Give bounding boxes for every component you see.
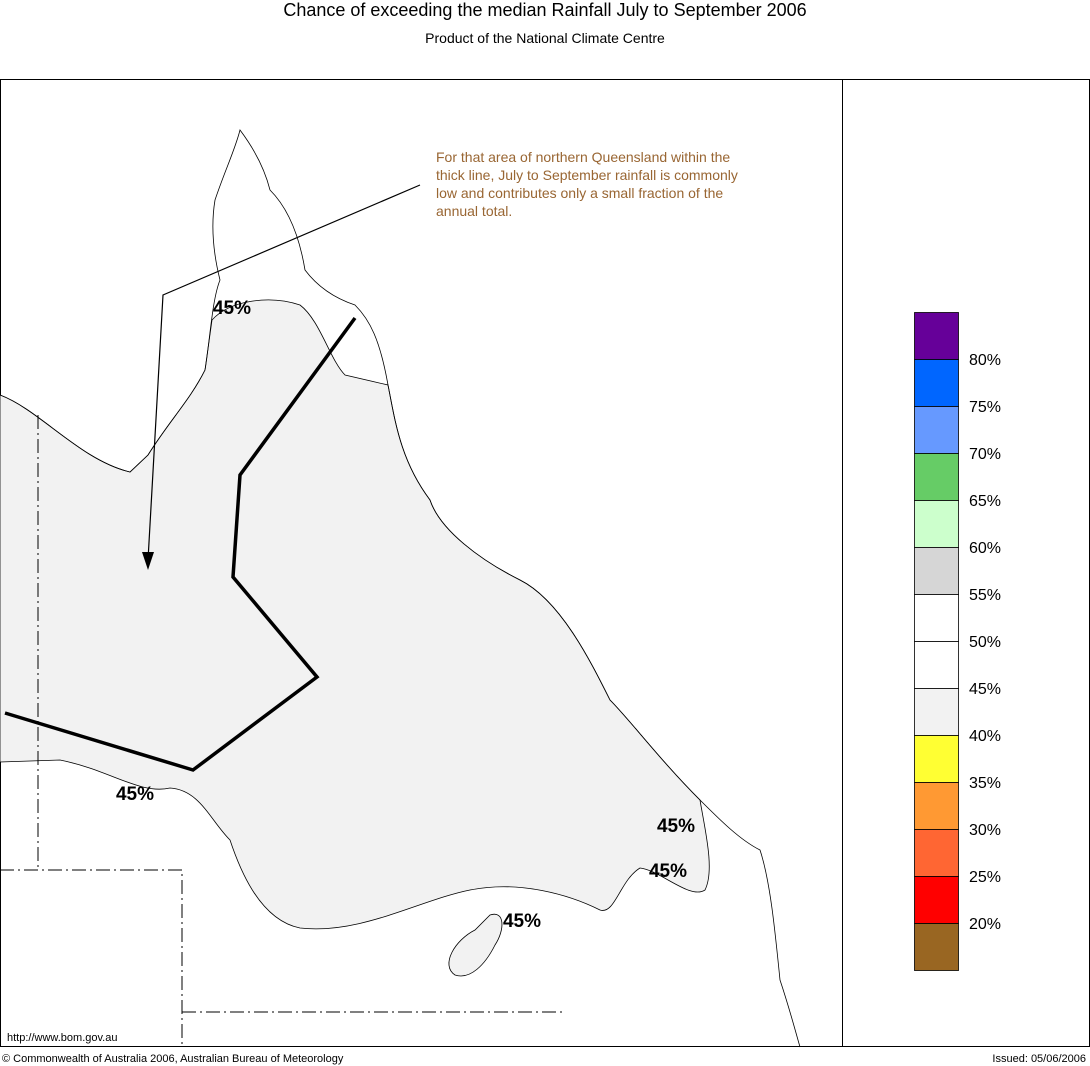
legend-swatch: [914, 641, 959, 689]
legend-label: 60%: [969, 540, 1001, 557]
legend-label: 45%: [969, 681, 1001, 698]
subtitle: Product of the National Climate Centre: [425, 30, 665, 46]
legend-swatch: [914, 829, 959, 877]
legend-swatch: [914, 359, 959, 407]
contour-label: 45%: [116, 784, 154, 805]
legend-label: 70%: [969, 446, 1001, 463]
legend-swatch: [914, 688, 959, 736]
legend-swatch: [914, 406, 959, 454]
thick-line: [4, 316, 357, 772]
legend-label: 80%: [969, 352, 1001, 369]
shaded-area: [448, 913, 503, 977]
pointer: [147, 184, 421, 561]
legend-label: 75%: [969, 399, 1001, 416]
legend-swatch: [914, 782, 959, 830]
annotation-line: low and contributes only a small fractio…: [436, 185, 723, 201]
contour-label: 45%: [503, 911, 541, 932]
issued: Issued: 05/06/2006: [992, 1053, 1086, 1065]
legend-swatch: [914, 547, 959, 595]
legend-label: 30%: [969, 822, 1001, 839]
shaded-area: [0, 299, 710, 930]
legend-label: 25%: [969, 869, 1001, 886]
legend-label: 50%: [969, 634, 1001, 651]
legend-swatch: [914, 876, 959, 924]
legend-label: 65%: [969, 493, 1001, 510]
coastline: [0, 129, 801, 1048]
legend-swatch: [914, 453, 959, 501]
annotation-line: annual total.: [436, 203, 512, 219]
contour-label: 45%: [213, 298, 251, 319]
legend-swatch: [914, 923, 959, 971]
state-border: [0, 415, 565, 1047]
legend: 80% 75% 70% 65% 60% 55% 50% 45% 40% 35% 30% 25% 20%: [914, 312, 1001, 971]
title: Chance of exceeding the median Rainfall …: [283, 0, 806, 20]
legend-label: 35%: [969, 775, 1001, 792]
url: http://www.bom.gov.au: [7, 1032, 117, 1044]
contour-label: 45%: [649, 861, 687, 882]
copyright: © Commonwealth of Australia 2006, Austra…: [2, 1053, 344, 1065]
contour-labels: 45% 45% 45% 45% 45%: [116, 298, 695, 932]
arrowhead: [142, 552, 154, 570]
contour-label: 45%: [657, 816, 695, 837]
legend-label: 40%: [969, 728, 1001, 745]
annotation-line: For that area of northern Queensland wit…: [436, 149, 730, 165]
annotation-line: thick line, July to September rainfall i…: [436, 167, 738, 183]
legend-label: 55%: [969, 587, 1001, 604]
legend-swatch: [914, 500, 959, 548]
legend-swatch: [914, 735, 959, 783]
annotation: For that area of northern Queensland wit…: [436, 149, 738, 219]
legend-swatch: [914, 594, 959, 642]
legend-label: 20%: [969, 916, 1001, 933]
legend-swatch: [914, 312, 959, 360]
